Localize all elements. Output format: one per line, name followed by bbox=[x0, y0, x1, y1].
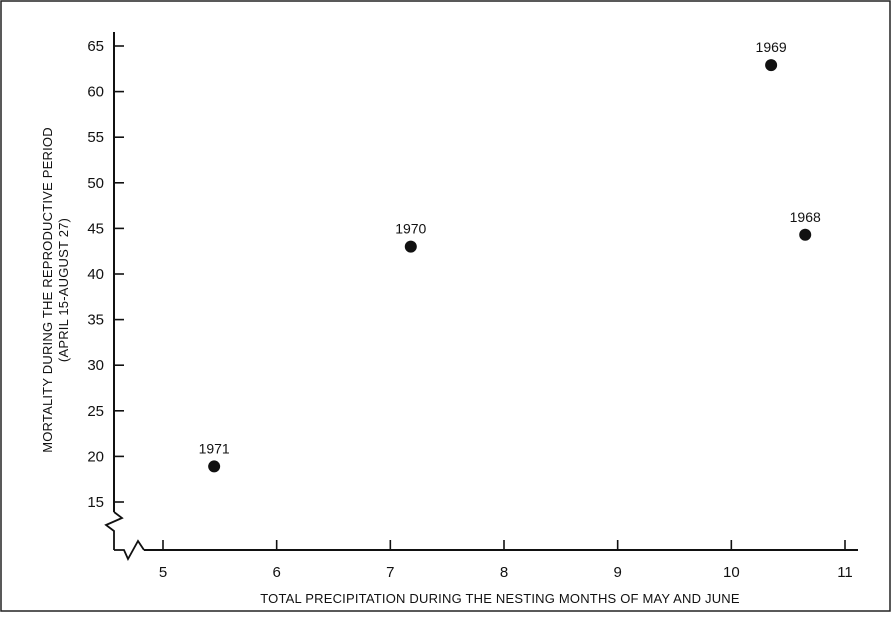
y-ticks: 15 20 25 30 35 40 45 50 55 60 65 bbox=[87, 38, 124, 511]
data-point bbox=[765, 59, 778, 72]
x-tick-label: 7 bbox=[386, 564, 394, 581]
x-axis: 5 6 7 8 9 10 11 bbox=[114, 539, 858, 581]
y-axis-title-line-2: (APRIL 15-AUGUST 27) bbox=[56, 218, 71, 362]
data-point bbox=[404, 240, 417, 253]
y-tick-label: 45 bbox=[87, 220, 104, 237]
x-axis-break bbox=[114, 539, 145, 562]
point-label: 1970 bbox=[395, 221, 426, 237]
point-label: 1971 bbox=[199, 440, 230, 456]
y-tick-label: 40 bbox=[87, 266, 104, 283]
y-axis-break bbox=[104, 511, 124, 550]
y-tick-label: 30 bbox=[87, 357, 104, 374]
y-axis-title: MORTALITY DURING THE REPRODUCTIVE PERIOD… bbox=[40, 127, 71, 453]
y-tick-label: 60 bbox=[87, 84, 104, 101]
data-point bbox=[208, 460, 221, 473]
x-tick-label: 5 bbox=[159, 564, 167, 581]
x-tick-label: 11 bbox=[837, 564, 853, 581]
x-tick-label: 8 bbox=[500, 564, 508, 581]
x-tick-label: 6 bbox=[272, 564, 280, 581]
y-tick-label: 15 bbox=[87, 494, 104, 511]
y-axis: 15 20 25 30 35 40 45 50 55 60 65 bbox=[87, 32, 124, 550]
y-tick-label: 25 bbox=[87, 403, 104, 420]
y-tick-label: 65 bbox=[87, 38, 104, 55]
x-ticks: 5 6 7 8 9 10 11 bbox=[159, 540, 853, 581]
y-tick-label: 20 bbox=[87, 448, 104, 465]
x-axis-title: TOTAL PRECIPITATION DURING THE NESTING M… bbox=[260, 591, 740, 606]
data-point bbox=[799, 228, 812, 241]
y-tick-label: 55 bbox=[87, 129, 104, 146]
y-axis-title-line-1: MORTALITY DURING THE REPRODUCTIVE PERIOD bbox=[40, 127, 55, 453]
y-tick-label: 50 bbox=[87, 175, 104, 192]
x-tick-label: 9 bbox=[613, 564, 621, 581]
y-tick-label: 35 bbox=[87, 312, 104, 329]
point-label: 1968 bbox=[790, 209, 821, 225]
x-tick-label: 10 bbox=[723, 564, 740, 581]
point-label: 1969 bbox=[756, 39, 787, 55]
data-points: 1971 1970 1969 1968 bbox=[199, 39, 821, 473]
